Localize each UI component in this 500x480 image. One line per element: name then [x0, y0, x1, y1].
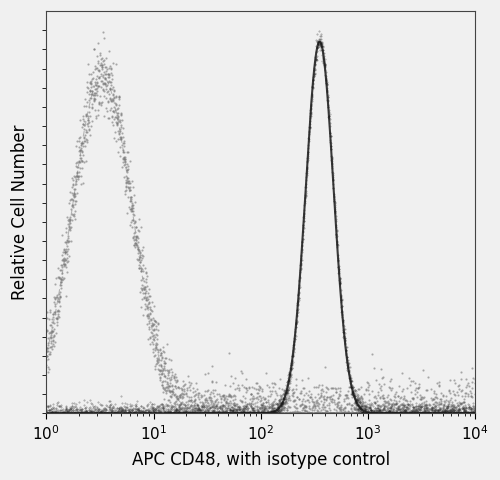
Y-axis label: Relative Cell Number: Relative Cell Number	[11, 124, 29, 300]
X-axis label: APC CD48, with isotype control: APC CD48, with isotype control	[132, 451, 390, 469]
